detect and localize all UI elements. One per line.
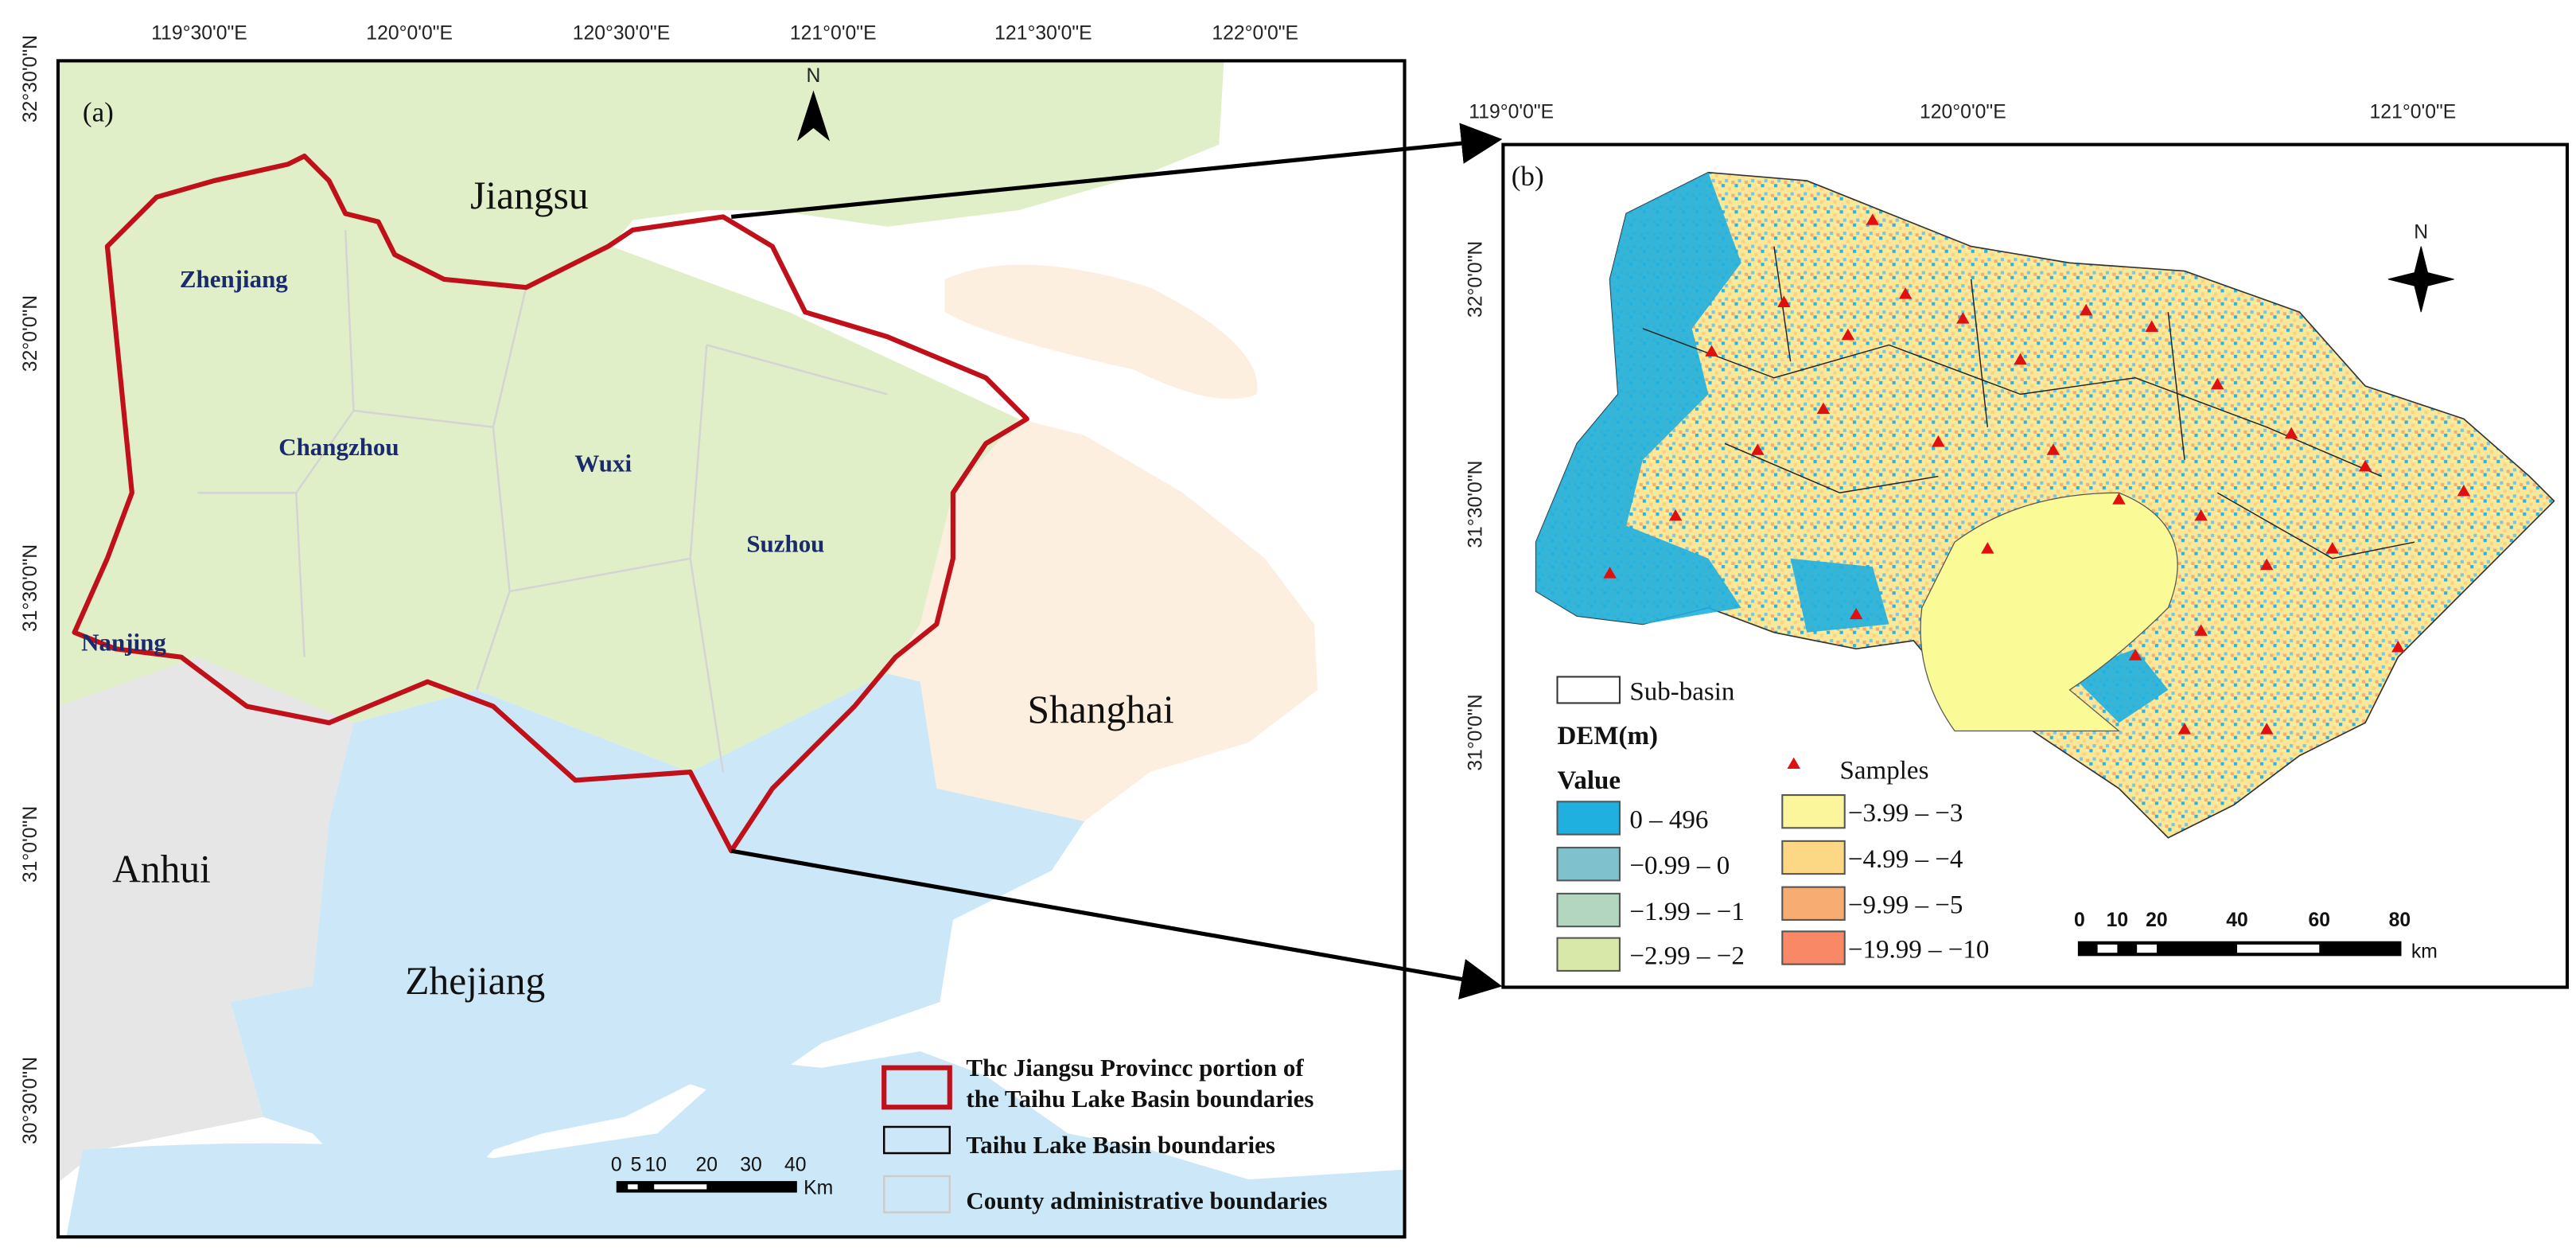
longitude-label: 121°0'0"E: [790, 23, 877, 45]
scale-label: 30: [740, 1155, 762, 1176]
legend-text: −0.99 – 0: [1629, 852, 1730, 880]
legend-text: −9.99 – −5: [1848, 891, 1963, 920]
north-label: N: [2414, 221, 2428, 243]
panel-label: (b): [1512, 161, 1544, 192]
anhui-area: [57, 657, 354, 1183]
scale-label: 10: [645, 1155, 667, 1176]
scale-label: 10: [2107, 910, 2129, 931]
coastal-area: [66, 1051, 1405, 1237]
scale-label: 80: [2389, 910, 2411, 931]
legend-text: the Taihu Lake Basin boundaries: [966, 1085, 1313, 1113]
region-label: Anhui: [112, 847, 211, 891]
legend-title: DEM(m): [1558, 722, 1659, 750]
dem-highland: [1535, 172, 2169, 723]
panel-a: (a) 119°30'0"E 120°0'0"E 120°30'0"E 121°…: [20, 23, 1407, 1239]
panel-label: (a): [83, 97, 114, 128]
zhejiang-area: [230, 673, 1085, 1219]
region-label: Jiangsu: [470, 173, 589, 217]
legend-text: County administrative boundaries: [966, 1187, 1327, 1214]
legend-swatch: [1556, 937, 1621, 972]
longitude-label: 120°0'0"E: [1920, 102, 2006, 123]
scale-unit: Km: [804, 1178, 833, 1199]
longitude-label: 120°30'0"E: [573, 23, 671, 45]
legend-swatch: [882, 1125, 951, 1155]
legend-text: −3.99 – −3: [1848, 799, 1963, 828]
scale-label: 20: [696, 1155, 718, 1176]
latitude-label: 30°30'0"N: [20, 1057, 41, 1144]
zoom-arrow: [730, 123, 1503, 220]
scale-bar: 0 10 20 40 60 80 km: [2074, 910, 2438, 962]
north-label: N: [807, 65, 821, 87]
longitude-labels: 119°0'0"E 120°0'0"E 121°0'0"E: [1469, 102, 2456, 123]
latitude-label: 31°0'0"N: [20, 806, 41, 883]
legend-sample-marker: [1787, 757, 1801, 770]
city-label: Suzhou: [746, 530, 824, 558]
longitude-label: 119°0'0"E: [1469, 102, 1554, 123]
legend-swatch: [1781, 840, 1846, 875]
jiangsu-area: [57, 60, 1224, 773]
panel-frame: [56, 59, 1407, 1239]
scale-label: 5: [631, 1155, 642, 1176]
latitude-labels: 32°0'0"N 31°30'0"N 31°0'0"N: [1465, 241, 1487, 771]
panel-b: (b) 119°0'0"E 120°0'0"E 121°0'0"E 32°0'0…: [1465, 102, 2570, 989]
region-label: Zhejiang: [405, 959, 545, 1003]
longitude-labels: 119°30'0"E 120°0'0"E 120°30'0"E 121°0'0"…: [151, 23, 1298, 45]
legend-text: Samples: [1840, 756, 1929, 785]
city-label: Zhenjiang: [180, 265, 288, 293]
region-label: Shanghai: [1028, 688, 1174, 731]
legend-swatch: [1781, 794, 1846, 829]
county-boundaries: [197, 229, 888, 773]
legend-swatch: [1781, 930, 1846, 965]
legend-text: 0 – 496: [1629, 805, 1708, 834]
scale-unit: km: [2411, 941, 2438, 962]
legend-text: −19.99 – −10: [1848, 935, 1990, 964]
latitude-label: 31°30'0"N: [1465, 461, 1487, 548]
city-label: Nanjing: [81, 628, 166, 656]
compass: [2387, 246, 2454, 313]
city-label: Wuxi: [574, 449, 632, 477]
legend-swatch: [1556, 847, 1621, 882]
latitude-label: 32°30'0"N: [20, 35, 41, 123]
longitude-label: 121°0'0"E: [2370, 102, 2457, 123]
latitude-labels: 32°30'0"N 32°0'0"N 31°30'0"N 31°0'0"N 30…: [20, 35, 41, 1144]
longitude-label: 120°0'0"E: [366, 23, 453, 45]
legend-text: −4.99 – −4: [1848, 845, 1963, 874]
legend-text: Sub-basin: [1629, 677, 1735, 706]
scale-label: 20: [2146, 910, 2168, 931]
legend-text: −1.99 – −1: [1629, 898, 1745, 926]
latitude-label: 31°0'0"N: [1465, 694, 1487, 770]
city-label: Changzhou: [278, 433, 399, 461]
legend-swatch: [1781, 886, 1846, 921]
latitude-label: 31°30'0"N: [20, 544, 41, 632]
scale-label: 40: [784, 1155, 807, 1176]
legend-swatch: [881, 1065, 952, 1110]
legend-swatch: [1556, 892, 1621, 928]
longitude-label: 122°0'0"E: [1212, 23, 1298, 45]
longitude-label: 119°30'0"E: [151, 23, 247, 45]
sample-points: [1603, 213, 2471, 735]
shanghai-area: [887, 419, 1318, 822]
legend-swatch: [1556, 676, 1621, 704]
latitude-label: 32°0'0"N: [20, 295, 41, 372]
north-arrow: [796, 90, 831, 142]
scale-label: 60: [2309, 910, 2331, 931]
legend-swatch: [1556, 801, 1621, 836]
sand-shoal: [944, 264, 1258, 399]
longitude-label: 121°30'0"E: [994, 23, 1092, 45]
scale-bar: 0 5 10 20 30 40 Km: [611, 1155, 833, 1199]
legend-text: Taihu Lake Basin boundaries: [966, 1131, 1275, 1159]
scale-label: 40: [2226, 910, 2248, 931]
legend-text: −2.99 – −2: [1629, 942, 1745, 971]
jiangsu-portion-boundary: [72, 153, 1029, 854]
scale-label: 0: [611, 1155, 622, 1176]
zoom-arrow: [730, 848, 1503, 1000]
legend-text: Thc Jiangsu Provincc portion of: [966, 1054, 1304, 1082]
legend-title: Value: [1558, 766, 1621, 795]
scale-label: 0: [2074, 910, 2085, 931]
legend-swatch: [882, 1175, 951, 1214]
latitude-label: 32°0'0"N: [1465, 241, 1487, 318]
